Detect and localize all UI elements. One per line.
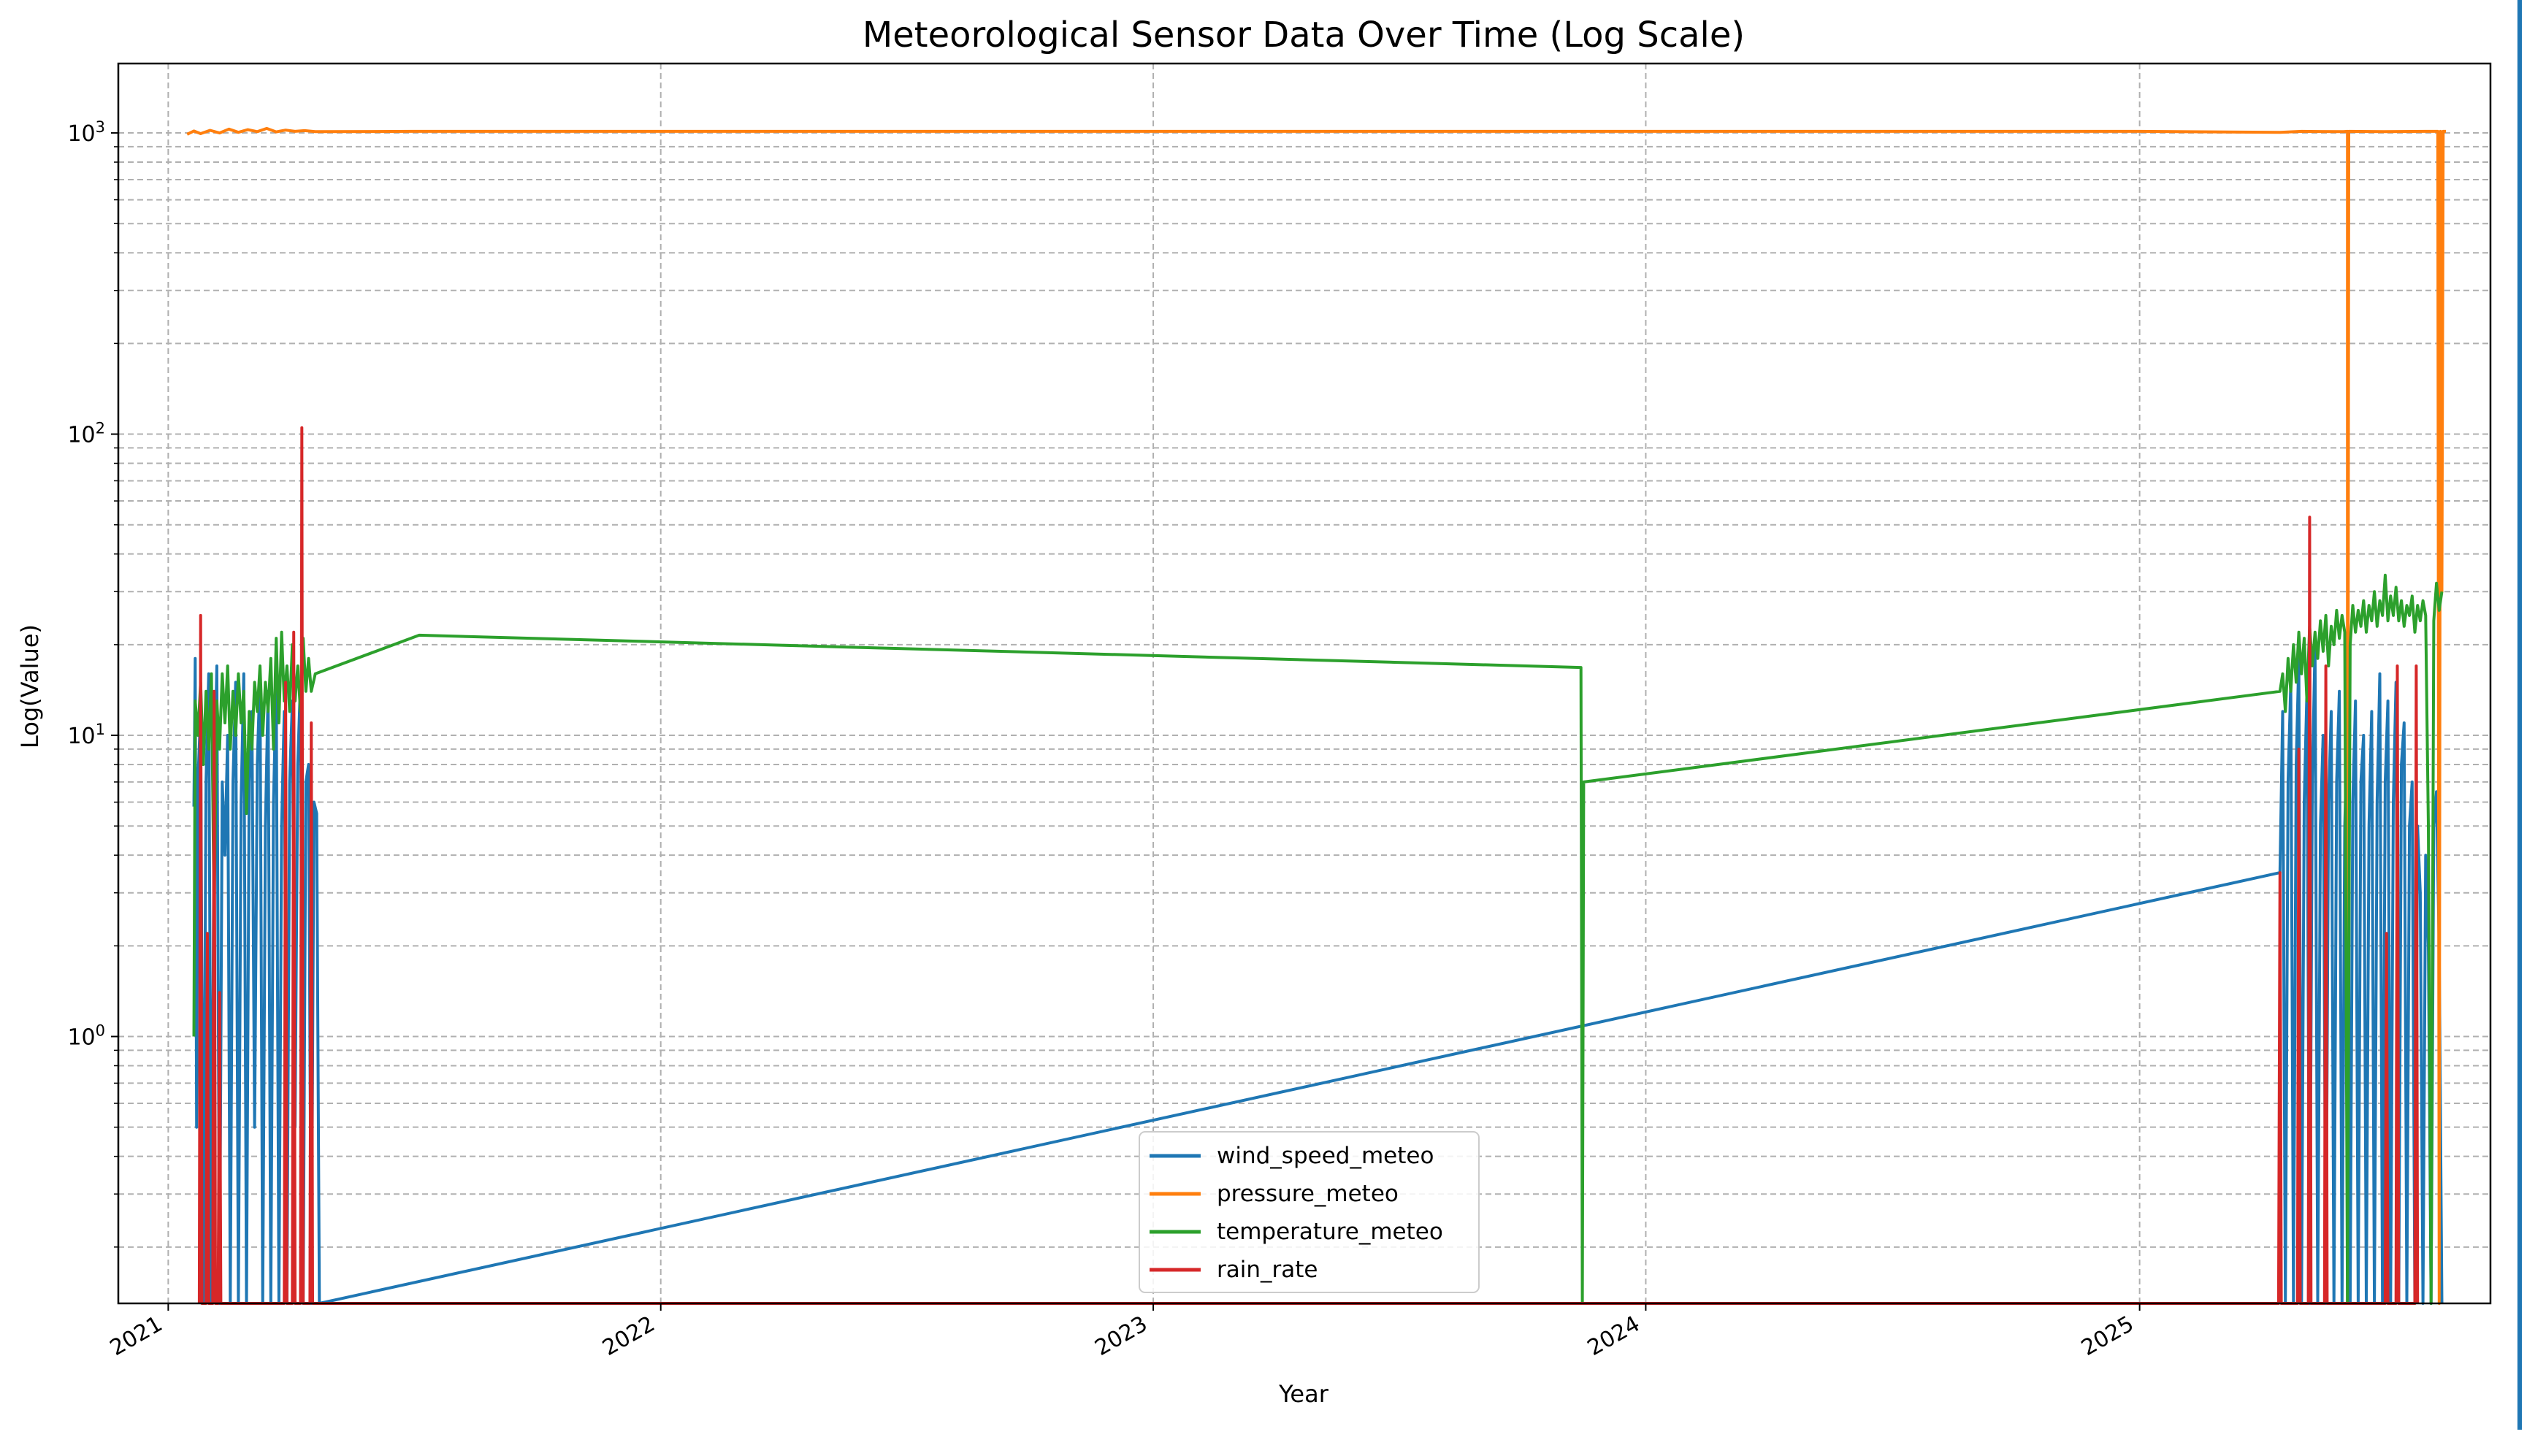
legend-box (1139, 1131, 1480, 1293)
legend-label-temperature-meteo: temperature_meteo (1217, 1219, 1443, 1245)
series-line-rain-rate (197, 426, 2420, 1305)
y-axis-label: Log(Value) (16, 624, 44, 748)
y-axis: 100 101 102 103 (67, 118, 118, 1248)
series-line-wind-speed-meteo (192, 643, 2444, 1305)
grid (118, 64, 2490, 1303)
y-tick-label: 100 (67, 1022, 105, 1051)
plot-frame (117, 62, 2492, 1305)
x-tick-label: 2023 (1090, 1311, 1152, 1361)
legend: wind_speed_meteo pressure_meteo temperatur… (1139, 1131, 1480, 1293)
x-axis-label: Year (1278, 1380, 1329, 1408)
series-line-pressure-meteo (186, 126, 2446, 1305)
x-axis: 2021 2022 2023 2024 2025 (106, 1303, 2141, 1361)
legend-label-rain-rate: rain_rate (1217, 1257, 1318, 1283)
y-tick-label: 103 (67, 118, 105, 147)
chart-title: Meteorological Sensor Data Over Time (Lo… (863, 15, 1745, 55)
legend-label-wind-speed-meteo: wind_speed_meteo (1217, 1143, 1434, 1169)
x-tick-label: 2022 (598, 1311, 659, 1361)
window-right-edge (2517, 0, 2522, 1430)
y-tick-label: 101 (67, 721, 105, 749)
x-tick-label: 2025 (2077, 1311, 2138, 1361)
y-tick-label: 102 (67, 420, 105, 448)
x-tick-label: 2024 (1583, 1311, 1645, 1361)
series-line-temperature-meteo (192, 573, 2444, 1305)
x-tick-label: 2021 (106, 1311, 167, 1361)
legend-label-pressure-meteo: pressure_meteo (1217, 1181, 1399, 1207)
series-lines (186, 126, 2446, 1305)
